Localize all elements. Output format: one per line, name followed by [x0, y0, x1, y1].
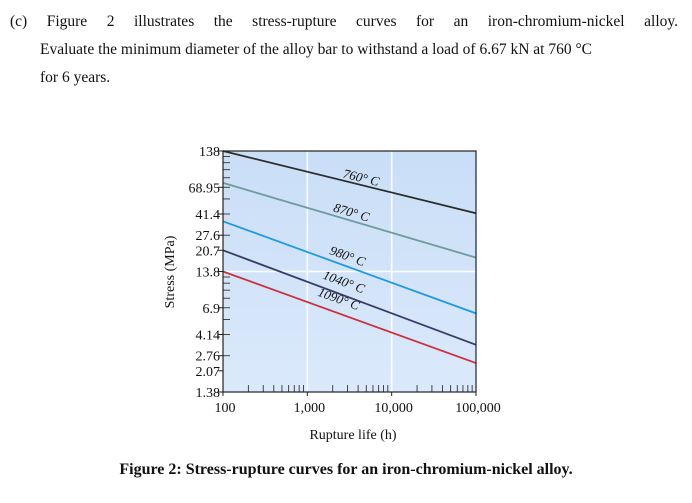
- x-axis-title: Rupture life (h): [309, 428, 396, 443]
- y-tick-label: 27.6: [196, 229, 221, 244]
- y-tick-label: 13.8: [196, 266, 221, 281]
- minor-ticks: [223, 156, 473, 392]
- x-tick-label: 100,000: [455, 401, 501, 416]
- series-lines: [222, 150, 477, 364]
- x-tick-label: 1,000: [294, 401, 326, 416]
- y-tick-label: 41.4: [196, 208, 221, 223]
- y-tick-label: 68.95: [189, 181, 221, 196]
- y-tick-label: 2.07: [196, 365, 221, 380]
- question-text: (c) Figure 2 illustrates the stress-rupt…: [10, 8, 678, 92]
- series-line-2: [222, 220, 477, 315]
- series-line-4: [222, 270, 477, 364]
- y-axis-title: Stress (MPa): [163, 235, 178, 308]
- y-tick-label: 2.76: [196, 350, 221, 365]
- grid-lines: [223, 151, 476, 392]
- y-tick-labels: 138 68.95 41.4 27.620.7 13.8 6.9 4.14 2.762.07 1…: [189, 145, 223, 401]
- y-tick-label: 4.14: [196, 329, 221, 344]
- x-tick-label: 10,000: [374, 401, 413, 416]
- figure-caption: Figure 2: Stress-rupture curves for an i…: [119, 461, 573, 478]
- y-tick-label: 20.7: [196, 244, 221, 259]
- question-line-3: for 6 years.: [40, 69, 111, 86]
- y-tick-label: 6.9: [203, 302, 221, 317]
- x-tick-labels: 100 1,000 10,000 100,000: [215, 392, 501, 416]
- question-line-1: (c) Figure 2 illustrates the stress-rupt…: [10, 13, 678, 30]
- question-line-2: Evaluate the minimum diameter of the all…: [40, 41, 593, 58]
- series-line-0: [222, 150, 477, 215]
- y-tick-label: 138: [199, 145, 220, 160]
- series-line-3: [222, 249, 477, 346]
- x-tick-label: 100: [215, 401, 236, 416]
- series-line-1: [222, 182, 477, 259]
- y-tick-label: 1.38: [196, 386, 221, 401]
